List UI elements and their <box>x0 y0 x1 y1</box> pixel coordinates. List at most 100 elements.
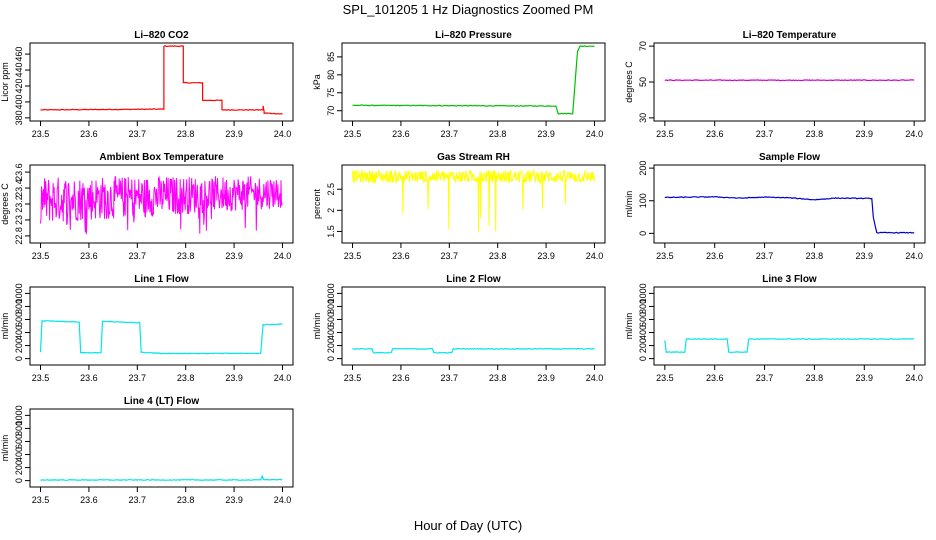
y-tick-label: 22.8 <box>14 227 24 245</box>
x-tick-label: 23.5 <box>32 373 50 383</box>
figure-title: SPL_101205 1 Hz Diagnostics Zoomed PM <box>342 2 594 17</box>
x-tick-label: 24.0 <box>905 251 923 261</box>
x-tick-label: 24.0 <box>274 373 292 383</box>
x-tick-label: 23.5 <box>32 251 50 261</box>
y-tick-label: 30 <box>638 113 648 123</box>
y-axis-label: ml/min <box>624 313 634 340</box>
x-tick-label: 23.8 <box>177 129 195 139</box>
y-tick-label: 200 <box>326 338 336 353</box>
x-tick-label: 23.6 <box>80 373 98 383</box>
plot-frame <box>653 42 926 122</box>
y-tick-label: 1000 <box>638 283 648 303</box>
x-axis-label: Hour of Day (UTC) <box>413 518 523 533</box>
y-tick-label: 800 <box>638 299 648 314</box>
y-tick-label: 23.2 <box>14 195 24 213</box>
x-tick-label: 23.8 <box>806 129 824 139</box>
x-tick-label: 23.9 <box>856 129 874 139</box>
y-tick-label: 80 <box>326 70 336 80</box>
y-tick-label: 70 <box>326 106 336 116</box>
y-axis-label: kPa <box>312 74 322 90</box>
y-tick-label: 200 <box>638 338 648 353</box>
x-tick-label: 23.9 <box>537 251 555 261</box>
x-tick-label: 23.7 <box>441 129 459 139</box>
plot-frame <box>341 164 606 244</box>
y-tick-label: 600 <box>14 312 24 327</box>
x-tick-label: 24.0 <box>905 373 923 383</box>
x-tick-label: 24.0 <box>586 251 604 261</box>
y-tick-label: 200 <box>638 161 648 176</box>
y-axis-label: ml/min <box>0 435 10 462</box>
x-tick-label: 23.7 <box>756 129 774 139</box>
panel-title: Ambient Box Temperature <box>99 152 224 163</box>
panel-title: Line 4 (LT) Flow <box>124 396 200 407</box>
panel-title: Li–820 CO2 <box>134 30 189 41</box>
panel-3: Li–820 Temperature degrees C 23.5 23.6 23.7 2… <box>624 30 926 139</box>
x-tick-label: 23.6 <box>80 251 98 261</box>
y-tick-label: 400 <box>638 325 648 340</box>
y-axis-label: ml/min <box>312 313 322 340</box>
x-tick-label: 23.9 <box>856 373 874 383</box>
plot-frame <box>341 286 606 366</box>
x-tick-label: 23.5 <box>344 251 362 261</box>
series-line <box>352 45 595 115</box>
x-tick-label: 24.0 <box>274 251 292 261</box>
x-tick-label: 23.6 <box>706 129 724 139</box>
x-tick-label: 24.0 <box>586 129 604 139</box>
x-tick-label: 23.9 <box>856 251 874 261</box>
plot-frame <box>29 408 294 488</box>
series-line <box>40 175 283 235</box>
y-tick-label: 50 <box>638 77 648 87</box>
panel-1: Li–820 CO2 Licor ppm 23.5 23.6 23.7 23.8 23.9 2… <box>0 30 294 139</box>
x-tick-label: 23.5 <box>32 129 50 139</box>
panel-9: Line 3 Flow ml/min 23.5 23.6 23.7 23.8 23.9 24.… <box>624 274 926 383</box>
x-tick-label: 23.7 <box>441 251 459 261</box>
x-tick-label: 23.8 <box>489 251 507 261</box>
x-tick-label: 23.7 <box>129 251 147 261</box>
x-tick-label: 23.9 <box>537 373 555 383</box>
y-tick-label: 600 <box>326 312 336 327</box>
panel-title: Line 3 Flow <box>762 274 817 285</box>
x-tick-label: 23.6 <box>392 129 410 139</box>
x-tick-label: 23.9 <box>225 373 243 383</box>
y-tick-label: 0 <box>638 231 648 236</box>
y-tick-label: 75 <box>326 88 336 98</box>
y-tick-label: 0 <box>326 356 336 361</box>
y-tick-label: 420 <box>14 78 24 93</box>
y-tick-label: 400 <box>14 325 24 340</box>
y-tick-label: 460 <box>14 47 24 62</box>
series-line <box>40 45 283 115</box>
y-tick-label: 200 <box>14 338 24 353</box>
series-line <box>40 474 283 481</box>
y-tick-label: 440 <box>14 63 24 78</box>
y-tick-label: 800 <box>326 299 336 314</box>
y-axis-label: ml/min <box>624 191 634 218</box>
y-tick-label: 85 <box>326 52 336 62</box>
y-tick-label: 600 <box>14 434 24 449</box>
x-tick-label: 23.5 <box>656 129 674 139</box>
series-line <box>352 347 595 354</box>
y-tick-label: 23.4 <box>14 179 24 197</box>
plot-frame <box>29 42 294 122</box>
x-tick-label: 23.7 <box>129 495 147 505</box>
panel-2: Li–820 Pressure kPa 23.5 23.6 23.7 23.8 23.9 24… <box>312 30 606 139</box>
x-tick-label: 23.5 <box>656 251 674 261</box>
x-tick-label: 23.6 <box>392 251 410 261</box>
x-tick-label: 23.9 <box>225 251 243 261</box>
x-tick-label: 23.9 <box>225 495 243 505</box>
series-line <box>39 319 283 355</box>
plot-frame <box>341 42 606 122</box>
panel-4: Ambient Box Temperature degrees C 23.5 23.6… <box>0 152 294 261</box>
y-tick-label: 1000 <box>14 405 24 425</box>
x-tick-label: 23.5 <box>344 373 362 383</box>
x-tick-label: 24.0 <box>905 129 923 139</box>
x-tick-label: 23.7 <box>129 373 147 383</box>
y-tick-label: 0 <box>638 356 648 361</box>
y-tick-label: 400 <box>14 447 24 462</box>
x-tick-label: 23.8 <box>806 251 824 261</box>
x-tick-label: 23.5 <box>344 129 362 139</box>
x-tick-label: 24.0 <box>274 129 292 139</box>
panel-title: Line 2 Flow <box>446 274 501 285</box>
x-tick-label: 23.8 <box>177 373 195 383</box>
